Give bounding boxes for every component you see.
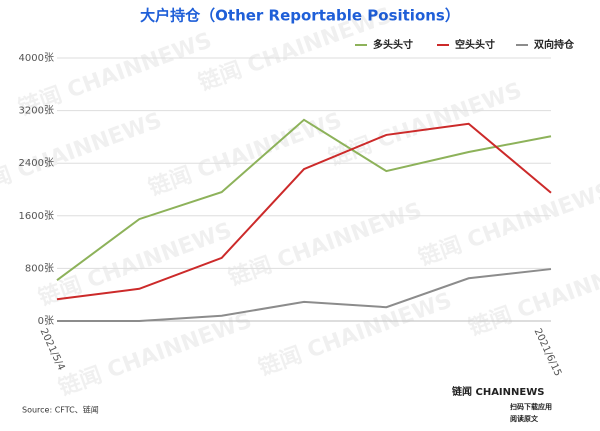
- logo-line: 阅读原文: [510, 414, 539, 423]
- legend-label: 多头头寸: [373, 38, 413, 51]
- chart-title: 大户持仓（Other Reportable Positions）: [140, 7, 460, 25]
- y-tick-label: 1600张: [19, 210, 54, 222]
- logo-line: 扫码下载应用: [510, 402, 552, 411]
- y-tick-label: 0张: [38, 315, 54, 327]
- y-tick-label: 800张: [25, 262, 54, 274]
- x-tick-label: 2021/6/15: [532, 327, 564, 378]
- logo: 链闻 CHAINNEWS: [451, 385, 544, 398]
- line: [57, 268, 552, 322]
- legend-label: 双向持仓: [534, 38, 575, 51]
- legend-label: 空头头寸: [455, 38, 495, 51]
- watermark: 链闻 CHAINNEWS: [325, 77, 525, 171]
- y-tick-label: 2400张: [19, 157, 54, 169]
- watermark: 链闻 CHAINNEWS: [465, 247, 600, 341]
- watermark: 链闻 CHAINNEWS: [415, 177, 600, 271]
- x-tick-label: 2021/5/4: [38, 327, 67, 372]
- line: [56, 122, 552, 301]
- watermark: 链闻 CHAINNEWS: [225, 197, 425, 291]
- watermark: 链闻 CHAINNEWS: [0, 107, 165, 201]
- y-tick-label: 3200张: [19, 105, 54, 117]
- line: [56, 118, 552, 282]
- y-tick-label: 4000张: [19, 52, 54, 64]
- watermark: 链闻 CHAINNEWS: [145, 107, 345, 201]
- source: Source: CFTC、链闻: [22, 405, 99, 415]
- watermark: 链闻 CHAINNEWS: [255, 287, 455, 381]
